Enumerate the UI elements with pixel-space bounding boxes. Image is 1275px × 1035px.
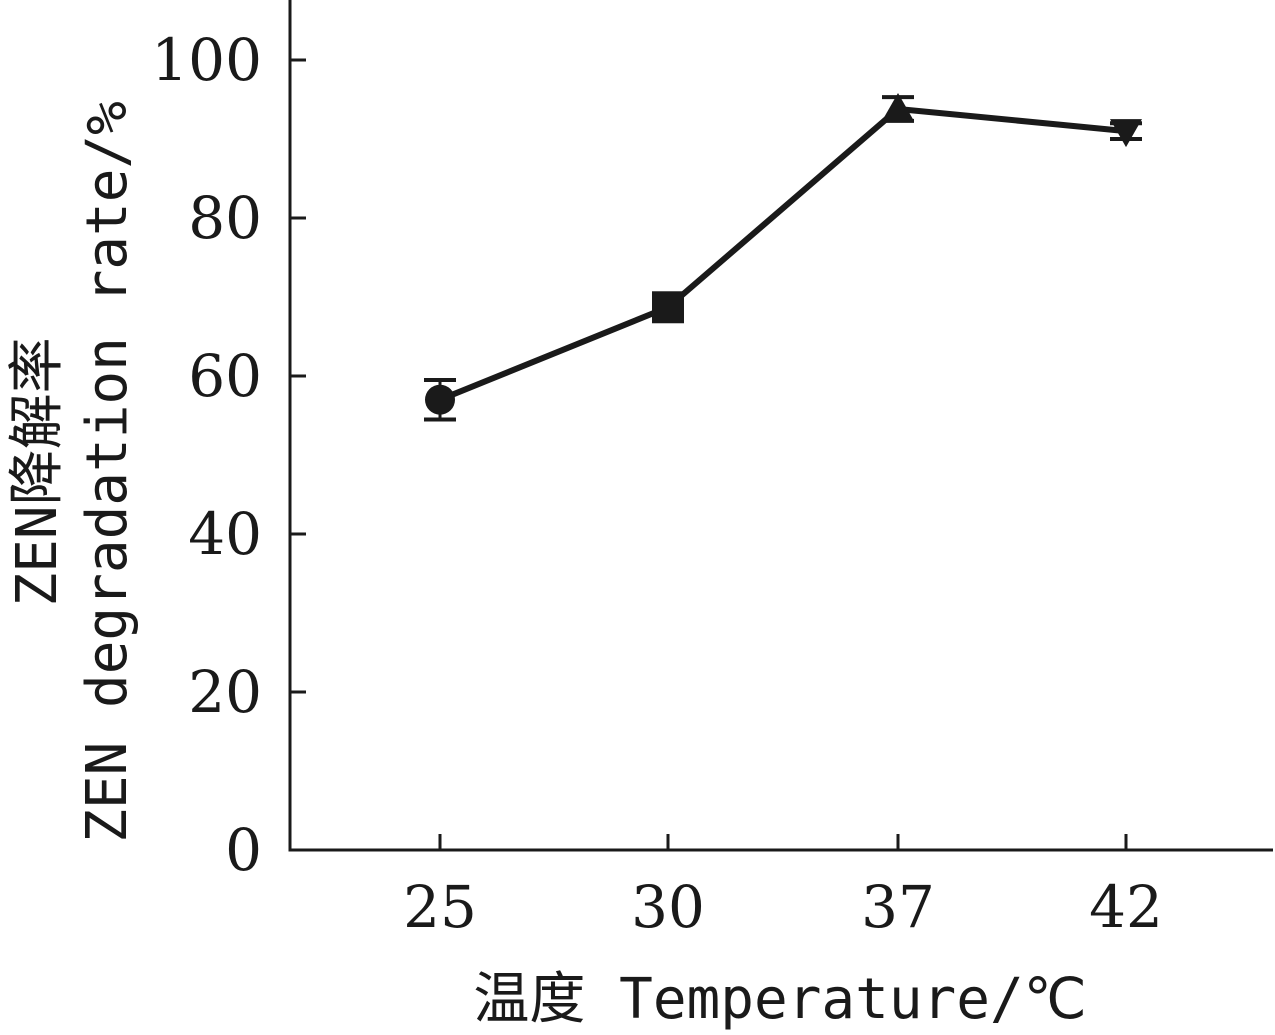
x-tick-label: 30	[631, 873, 705, 941]
y-axis-label-line-2: ZEN degradation rate/%	[75, 101, 140, 843]
x-ticks: 25 30 37 42	[403, 834, 1163, 941]
x-axis-label: 温度 Temperature/℃	[473, 967, 1086, 1030]
data-point-circle	[425, 384, 455, 415]
x-tick-label: 37	[861, 873, 935, 941]
y-tick-label: 40	[188, 500, 262, 568]
axes	[288, 0, 1273, 852]
x-tick-label: 25	[403, 873, 477, 941]
y-tick-label: 80	[188, 184, 262, 252]
y-axis-label-line-1: ZEN降解率	[5, 337, 70, 606]
y-ticks: 0 20 40 60 80 100	[151, 26, 306, 884]
y-tick-label: 100	[151, 26, 262, 94]
series-layer	[424, 92, 1142, 422]
data-point-triangle-up	[882, 92, 914, 121]
y-tick-label: 60	[188, 342, 262, 410]
x-tick-label: 42	[1089, 873, 1163, 941]
data-point-square	[652, 291, 684, 324]
y-tick-label: 0	[225, 816, 262, 884]
series-line	[438, 105, 1127, 403]
data-point-triangle-down	[1110, 119, 1142, 148]
y-tick-label: 20	[188, 658, 262, 726]
